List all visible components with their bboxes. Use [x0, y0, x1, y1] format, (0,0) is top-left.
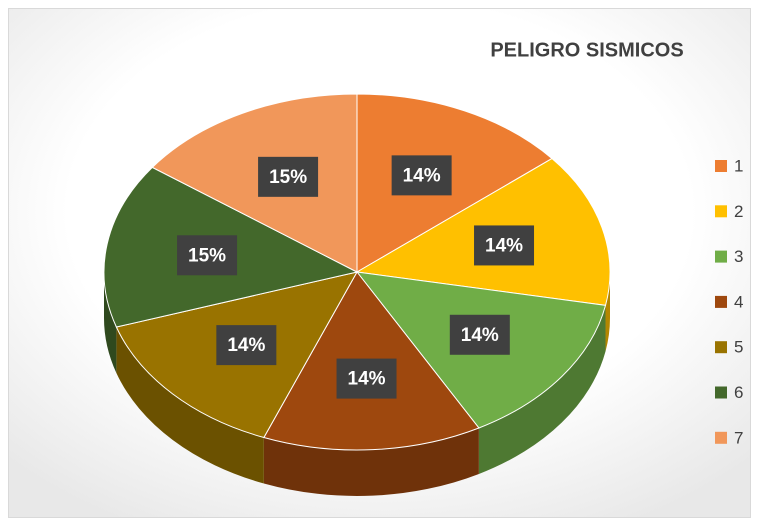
data-label-box: [216, 325, 277, 366]
pie-side: [104, 272, 117, 374]
legend-label: 7: [734, 428, 743, 447]
legend-label: 2: [734, 202, 743, 221]
pie-side: [263, 427, 479, 497]
legend-swatch: [715, 431, 727, 444]
legend-swatch: [715, 295, 727, 308]
data-label-box: [258, 156, 319, 197]
legend-label: 6: [734, 383, 743, 402]
pie-side: [478, 305, 606, 474]
data-label-box: [474, 225, 535, 266]
pie-side: [116, 327, 264, 484]
legend-label: 5: [734, 338, 743, 357]
pie-slice: [151, 93, 358, 273]
data-label-box: [449, 314, 510, 355]
pie-slice: [356, 93, 553, 273]
data-label: 14%: [403, 165, 441, 186]
data-label: 14%: [485, 235, 523, 256]
chart-title: PELIGRO SISMICOS: [490, 39, 683, 61]
data-label-box: [336, 358, 397, 399]
data-label-box: [177, 235, 238, 276]
legend-swatch: [715, 205, 727, 218]
legend-label: 3: [734, 247, 743, 266]
legend-swatch: [715, 386, 727, 399]
data-label: 15%: [188, 245, 226, 266]
legend-label: 4: [734, 292, 743, 311]
data-label: 15%: [269, 167, 307, 188]
legend-swatch: [715, 250, 727, 263]
legend-label: 1: [734, 156, 743, 175]
data-label: 14%: [227, 335, 265, 356]
data-label-box: [391, 155, 452, 196]
legend-swatch: [715, 341, 727, 354]
data-label: 14%: [348, 369, 386, 390]
legend-swatch: [715, 160, 727, 172]
data-label: 14%: [461, 325, 499, 346]
